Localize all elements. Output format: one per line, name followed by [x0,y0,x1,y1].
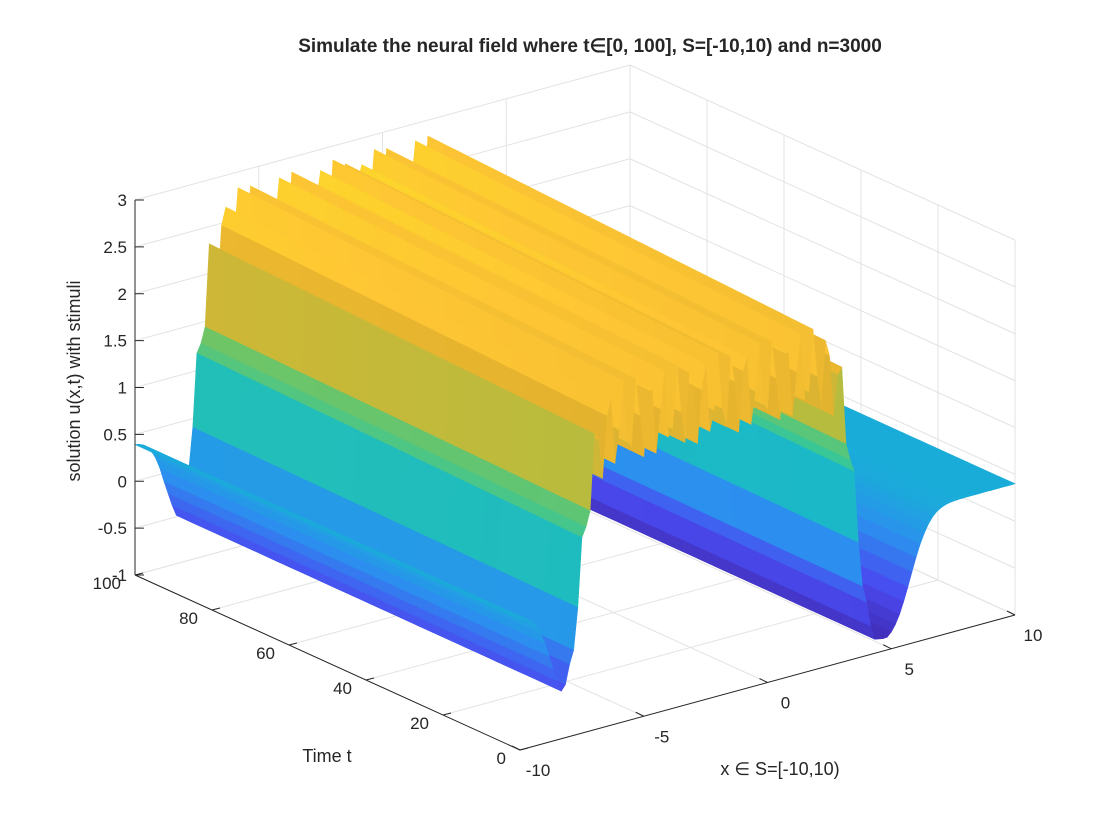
z-tick-label: 0.5 [103,425,127,444]
chart-title: Simulate the neural field where t∈[0, 10… [298,36,882,57]
x-tick-mark [1006,610,1016,616]
y-tick-mark [442,712,452,716]
x-tick-label: -10 [526,761,551,780]
x-tick-label: 5 [905,660,914,679]
y-tick-label: 20 [410,714,429,733]
y-tick-label: 0 [497,749,506,768]
axis-ticks: -1 -0.5 0 0.5 1 1.5 2 2.5 3 0 20 40 60 80 100 -10 -5 0 5 10 [93,191,1043,780]
y-tick-label: 60 [256,644,275,663]
x-tick-mark [635,711,644,717]
grid-line-z [629,158,1016,335]
grid-line-z [629,205,1016,382]
y-tick-label: 80 [179,609,198,628]
z-tick-label: -1 [112,566,127,585]
y-tick-mark [211,607,221,611]
y-tick-label: 40 [333,679,352,698]
surface-plot [134,135,1016,692]
x-tick-mark [883,644,892,650]
z-tick-label: 0 [118,472,127,491]
x-tick-label: 10 [1024,626,1043,645]
y-tick-label: 100 [93,574,121,593]
y-axis-line [134,574,521,751]
z-tick-label: 3 [118,191,127,210]
y-tick-mark [365,677,375,681]
z-tick-label: 2.5 [103,238,127,257]
z-tick-label: -0.5 [98,519,127,538]
grid-line-z [629,64,1016,241]
grid-line-z [629,111,1016,288]
z-tick-label: 2 [118,285,127,304]
y-tick-mark [134,572,144,576]
x-tick-label: 0 [781,694,790,713]
x-tick-label: -5 [654,727,669,746]
x-axis-line [519,614,1016,751]
y-axis-label: Time t [302,746,351,766]
y-tick-mark [288,642,298,646]
z-tick-label: 1.5 [103,332,127,351]
z-axis-label: solution u(x,t) with stimuli [64,280,84,481]
surface-patch [503,611,525,620]
x-axis-label: x ∈ S=[-10,10) [720,759,839,779]
x-tick-mark [759,678,768,683]
z-tick-label: 1 [118,379,127,398]
